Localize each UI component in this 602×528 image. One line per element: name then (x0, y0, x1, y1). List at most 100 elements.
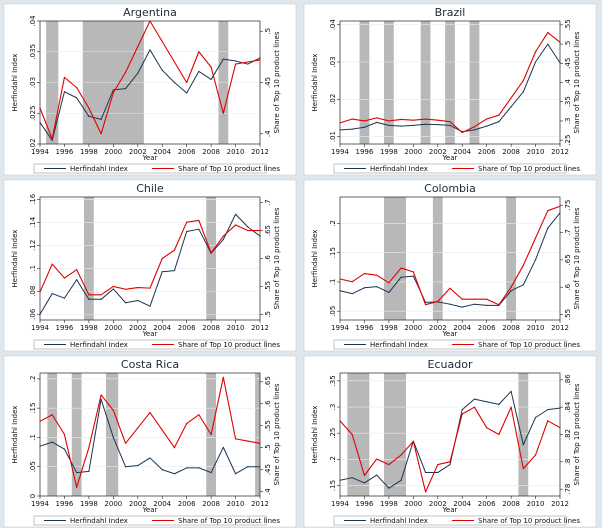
x-tick-label: 2000 (104, 148, 122, 156)
data-point (461, 413, 463, 415)
data-point (173, 473, 176, 475)
data-point (449, 121, 451, 123)
data-point (486, 118, 488, 120)
y-axis-label: Herfindahl Index (311, 230, 319, 288)
shaded-period (347, 373, 370, 496)
data-point (63, 91, 66, 93)
shaded-period (420, 21, 431, 144)
data-point (259, 229, 261, 232)
data-point (437, 463, 439, 466)
data-point (76, 471, 78, 474)
data-point (39, 121, 41, 124)
x-tick-label: 1996 (56, 324, 74, 332)
data-point (498, 304, 500, 306)
y-tick-label: .04 (29, 15, 37, 27)
data-point (449, 461, 451, 463)
data-point (161, 40, 163, 43)
data-point (51, 414, 53, 416)
data-point (198, 467, 200, 469)
data-point (76, 279, 78, 281)
y-tick-label: .03 (329, 56, 337, 67)
data-point (234, 224, 237, 226)
y2-tick-label: .4 (264, 130, 272, 137)
data-point (222, 446, 224, 448)
x-tick-label: 2008 (202, 148, 220, 156)
data-point (363, 272, 366, 275)
data-point (173, 61, 176, 63)
data-point (510, 97, 512, 99)
x-tick-label: 1994 (31, 148, 49, 156)
legend-label-hhi: Herfindahl Index (70, 165, 128, 173)
data-point (222, 58, 224, 60)
y-tick-label: .15 (29, 403, 37, 414)
legend-label-hhi: Herfindahl Index (370, 517, 428, 525)
data-point (39, 420, 41, 422)
y2-tick-label: .45 (264, 464, 272, 475)
data-point (63, 448, 66, 450)
data-point (461, 409, 463, 411)
data-point (76, 486, 78, 488)
y-tick-label: .3 (329, 404, 337, 411)
data-point (63, 433, 66, 436)
data-point (522, 264, 524, 266)
data-point (461, 298, 463, 300)
data-point (437, 300, 439, 303)
data-point (424, 471, 427, 474)
x-tick-label: 1994 (331, 148, 349, 156)
data-point (137, 464, 139, 467)
data-point (547, 227, 549, 229)
y-tick-label: .15 (329, 480, 337, 491)
x-axis-label: Year (142, 154, 158, 162)
x-tick-label: 1998 (380, 148, 398, 156)
data-point (137, 427, 139, 429)
y-tick-label: .2 (29, 376, 37, 383)
x-tick-label: 2000 (404, 148, 422, 156)
data-point (400, 267, 402, 269)
x-tick-label: 2004 (153, 500, 171, 508)
data-point (400, 276, 402, 278)
data-point (547, 31, 549, 34)
data-point (186, 81, 188, 84)
data-point (534, 51, 537, 53)
data-point (424, 304, 427, 306)
shaded-period (384, 197, 406, 320)
data-point (137, 72, 139, 74)
data-point (363, 482, 366, 484)
x-tick-label: 2010 (527, 500, 545, 508)
x-tick-label: 2006 (478, 324, 496, 332)
data-point (376, 121, 378, 123)
data-point (63, 277, 66, 279)
x-tick-label: 2008 (502, 324, 520, 332)
data-point (149, 49, 151, 51)
data-point (473, 398, 476, 400)
y-axis-label: Herfindahl Index (11, 54, 19, 112)
x-tick-label: 2002 (129, 324, 147, 332)
y2-tick-label: .82 (564, 429, 572, 440)
x-tick-label: 2002 (429, 324, 447, 332)
y-tick-label: .12 (29, 240, 37, 251)
data-point (51, 441, 53, 443)
data-point (100, 118, 102, 120)
y2-tick-label: .6 (264, 255, 272, 262)
data-point (351, 118, 353, 120)
data-point (400, 479, 402, 481)
data-point (234, 63, 237, 65)
data-point (112, 92, 114, 94)
data-point (100, 133, 102, 135)
data-point (173, 447, 176, 449)
shaded-period (47, 373, 58, 496)
x-tick-label: 2000 (404, 500, 422, 508)
data-point (210, 471, 212, 474)
data-point (461, 131, 463, 134)
x-tick-label: 2012 (251, 148, 269, 156)
legend-label-top10: Share of Top 10 product lines (178, 165, 280, 173)
data-point (210, 78, 212, 81)
data-point (498, 433, 500, 436)
x-tick-label: 2006 (178, 500, 196, 508)
y2-tick-label: .35 (564, 96, 572, 107)
data-point (559, 41, 561, 43)
data-point (498, 114, 500, 116)
data-point (112, 288, 114, 290)
y-tick-label: .1 (29, 434, 37, 441)
x-tick-label: 1996 (356, 148, 374, 156)
